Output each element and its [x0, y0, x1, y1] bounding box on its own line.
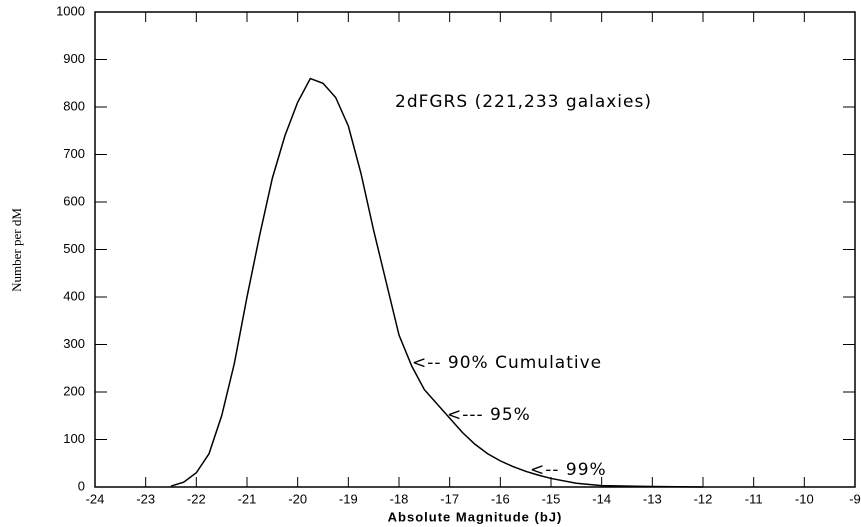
annotation: <-- 99%: [530, 460, 607, 480]
x-tick-label: -23: [136, 491, 155, 506]
y-tick-label: 500: [63, 241, 85, 256]
y-tick-label: 700: [63, 146, 85, 161]
x-tick-label: -12: [694, 491, 713, 506]
x-tick-label: -20: [288, 491, 307, 506]
y-tick-label: 1000: [56, 3, 85, 18]
x-axis-label: Absolute Magnitude (bJ): [388, 509, 563, 524]
x-tick-label: -24: [86, 491, 105, 506]
x-tick-label: -10: [795, 491, 814, 506]
x-tick-label: -18: [390, 491, 409, 506]
annotation: <-- 90% Cumulative: [412, 353, 602, 373]
y-tick-label: 200: [63, 383, 85, 398]
y-tick-label: 300: [63, 336, 85, 351]
x-tick-label: -22: [187, 491, 206, 506]
x-tick-label: -14: [592, 491, 611, 506]
y-tick-label: 0: [78, 478, 85, 493]
annotation: 2dFGRS (221,233 galaxies): [395, 92, 652, 112]
x-tick-label: -11: [745, 491, 763, 506]
x-tick-label: -16: [491, 491, 510, 506]
annotation: <--- 95%: [447, 405, 531, 425]
y-tick-label: 900: [63, 51, 85, 66]
y-tick-label: 100: [63, 431, 85, 446]
data-line: [170, 77, 704, 488]
x-tick-label: -21: [238, 491, 257, 506]
x-tick-label: -9: [849, 491, 861, 506]
y-axis-label: Number per dM: [9, 208, 24, 292]
x-tick-label: -17: [440, 491, 459, 506]
y-tick-label: 400: [63, 288, 85, 303]
x-tick-label: -13: [643, 491, 662, 506]
x-tick-label: -19: [339, 491, 358, 506]
x-tick-label: -15: [542, 491, 561, 506]
y-tick-label: 800: [63, 98, 85, 113]
y-tick-label: 600: [63, 193, 85, 208]
